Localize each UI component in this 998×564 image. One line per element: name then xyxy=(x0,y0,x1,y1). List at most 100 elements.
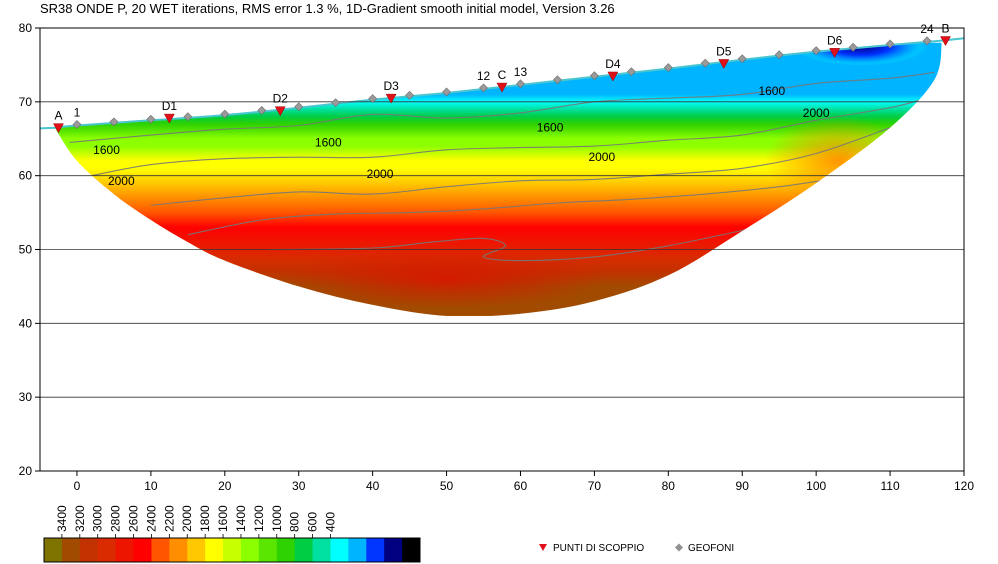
geophone-marker xyxy=(479,83,488,93)
shot-label: B xyxy=(942,22,950,36)
geophone-marker xyxy=(885,39,895,49)
colorbar-frame xyxy=(43,537,421,563)
colorbar: 3400 3200 3000 2800 2600 2400 2200 2000 1800 1600… xyxy=(43,505,421,563)
geophone-marker xyxy=(183,112,193,122)
shot-points: A D1 D2 D3 C D4 D5 D6 B xyxy=(53,22,951,134)
contour-label: 2000 xyxy=(108,174,135,188)
contour-label: 1600 xyxy=(537,121,564,135)
legend-shot-label: PUNTI DI SCOPPIO xyxy=(553,543,644,554)
contour-label: 2000 xyxy=(367,167,394,181)
shot-label: A xyxy=(54,109,62,123)
contour-line-line4 xyxy=(269,226,758,262)
colorbar-tick-label: 2800 xyxy=(109,505,123,532)
contour-label: 1600 xyxy=(93,143,120,157)
colorbar-tick-label: 2200 xyxy=(162,505,176,532)
colorbar-tick-label: 600 xyxy=(306,512,320,532)
shot-label: D1 xyxy=(162,99,178,113)
colorbar-tick-label: 1200 xyxy=(252,505,266,532)
geophone-marker xyxy=(220,109,230,119)
shot-label: D2 xyxy=(273,92,289,106)
shot-label: C xyxy=(498,68,507,82)
colorbar-swatch xyxy=(348,538,367,562)
y-tick-label: 20 xyxy=(19,464,33,478)
colorbar-tick-label: 3200 xyxy=(73,505,87,532)
geophone-marker xyxy=(331,98,341,108)
colorbar-tick-label: 1000 xyxy=(270,505,284,532)
geophone-marker xyxy=(811,46,821,56)
x-tick-label: 10 xyxy=(144,479,158,493)
contour-line-1600 xyxy=(69,71,935,143)
legend-shot-marker xyxy=(539,544,547,551)
shot-label: D4 xyxy=(605,57,621,71)
x-tick-label: 40 xyxy=(366,479,380,493)
contour-line-2000 xyxy=(91,97,928,177)
colorbar-tick-label: 2600 xyxy=(127,505,141,532)
contour-labels: 1600 1600 1600 1600 2000 2000 2000 2000 xyxy=(93,84,830,188)
geophone-marker xyxy=(848,42,858,52)
colorbar-tick-label: 1400 xyxy=(234,505,248,532)
shot-marker xyxy=(718,59,730,69)
geophone-marker xyxy=(589,71,599,81)
colorbar-swatch xyxy=(61,538,81,562)
colorbar-swatch xyxy=(187,538,206,562)
x-tick-label: 30 xyxy=(292,479,306,493)
contour-line-line2 xyxy=(150,127,891,206)
y-tick-label: 70 xyxy=(19,95,33,109)
geophone-marker xyxy=(737,54,747,64)
geophone-label: 1 xyxy=(74,105,81,119)
shot-marker xyxy=(607,71,619,82)
colorbar-swatch xyxy=(44,538,63,562)
shot-marker xyxy=(940,36,951,47)
shot-label: D6 xyxy=(827,33,843,47)
shot-marker xyxy=(829,48,841,58)
geophone-marker xyxy=(294,102,304,112)
geophone-marker xyxy=(109,117,119,127)
shot-marker xyxy=(163,113,175,124)
geophone-marker xyxy=(146,114,156,124)
geophone-marker xyxy=(442,87,451,97)
contour-line-line3 xyxy=(187,175,854,236)
velocity-contours xyxy=(69,71,935,262)
colorbar-tick-label: 3400 xyxy=(55,505,69,532)
y-tick-label: 40 xyxy=(19,316,33,330)
colorbar-swatch xyxy=(330,538,349,562)
geophone-marker xyxy=(774,50,784,60)
y-tick-label: 60 xyxy=(19,169,33,183)
y-axis: 20 30 40 50 60 70 80 xyxy=(19,21,40,478)
geophone-marker xyxy=(257,106,267,115)
colorbar-swatch xyxy=(151,538,170,562)
geophone-marker xyxy=(922,36,932,46)
y-tick-label: 80 xyxy=(19,21,33,35)
x-tick-label: 110 xyxy=(881,479,900,493)
colorbar-swatch xyxy=(276,538,296,562)
colorbar-swatch xyxy=(294,538,314,562)
shot-marker xyxy=(496,82,508,93)
shot-marker xyxy=(53,123,64,134)
legend: PUNTI DI SCOPPIO GEOFONI xyxy=(539,543,734,554)
x-tick-label: 0 xyxy=(74,479,81,493)
geophone-marker xyxy=(405,90,415,100)
colorbar-swatch xyxy=(312,538,331,562)
shot-marker xyxy=(274,106,286,117)
colorbar-tick-label: 1600 xyxy=(216,505,230,532)
shot-label: D3 xyxy=(383,79,399,93)
geophone-label: 13 xyxy=(514,65,528,79)
colorbar-tick-label: 800 xyxy=(288,512,302,532)
y-tick-label: 30 xyxy=(19,390,33,404)
x-axis: 0 10 20 30 40 50 60 70 80 90 100 110 120 xyxy=(74,471,974,493)
colorbar-swatch xyxy=(133,538,152,562)
colorbar-tick-label: 2400 xyxy=(144,505,158,532)
colorbar-swatch xyxy=(205,538,224,562)
colorbar-swatch xyxy=(115,538,135,562)
contour-label: 1600 xyxy=(758,84,785,98)
colorbar-swatch xyxy=(223,538,242,562)
geophones: 1 12 13 24 xyxy=(72,22,934,129)
high-velocity-core xyxy=(283,249,610,309)
geophone-marker xyxy=(553,75,562,85)
contour-label: 2000 xyxy=(588,150,615,164)
colorbar-swatch xyxy=(384,538,403,562)
shot-marker xyxy=(385,93,397,104)
geophone-marker xyxy=(700,58,710,68)
geophone-label: 24 xyxy=(920,22,934,36)
